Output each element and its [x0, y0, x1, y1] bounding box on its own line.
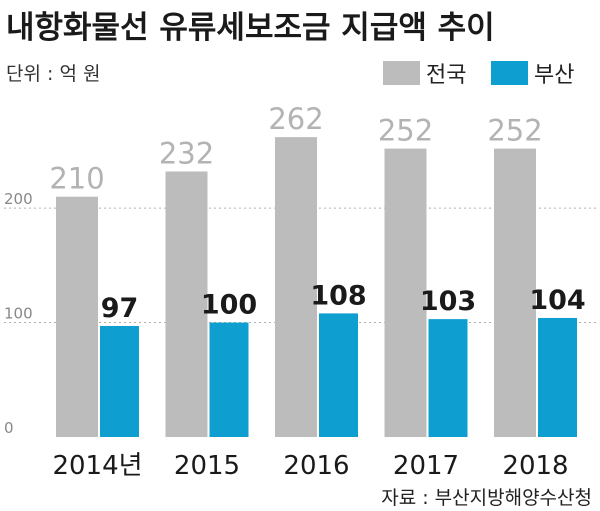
- unit-label: 단위 : 억 원: [6, 63, 100, 85]
- bar-national: [384, 148, 427, 437]
- legend-label-busan: 부산: [534, 63, 574, 88]
- value-label-busan: 103: [420, 286, 476, 317]
- bar-national: [275, 137, 317, 438]
- value-label-national: 252: [487, 114, 542, 148]
- x-tick-label: 2014년: [52, 451, 142, 481]
- value-label-busan: 104: [529, 285, 585, 316]
- bar-busan: [428, 319, 468, 437]
- legend-label-national: 전국: [426, 63, 466, 88]
- value-label-busan: 97: [101, 293, 139, 324]
- y-tick-label: 100: [4, 305, 33, 323]
- bar-national: [494, 148, 536, 437]
- value-labels: 210 97 232 100 262 108 252 103 252 104: [49, 102, 585, 324]
- chart-title: 내항화물선 유류세보조금 지급액 추이: [6, 10, 495, 46]
- bar-national: [165, 171, 208, 437]
- x-tick-label: 2018: [502, 451, 568, 481]
- bars: [56, 137, 577, 438]
- value-label-national: 252: [378, 114, 433, 148]
- legend-swatch-busan: [491, 61, 528, 85]
- bar-busan: [100, 325, 139, 437]
- y-tick-label: 0: [4, 419, 14, 437]
- y-tick-label: 200: [4, 190, 33, 208]
- value-label-national: 210: [49, 162, 104, 196]
- x-tick-label: 2016: [283, 451, 349, 481]
- value-label-busan: 100: [201, 290, 257, 321]
- value-label-national: 232: [159, 136, 214, 170]
- legend: 전국 부산: [383, 61, 574, 88]
- bar-busan: [319, 313, 358, 437]
- value-label-national: 262: [268, 102, 323, 136]
- bar-national: [56, 196, 98, 437]
- bar-busan: [209, 322, 249, 437]
- source-note: 자료 : 부산지방해양수산청: [381, 487, 592, 509]
- bar-busan: [538, 317, 577, 437]
- x-axis-ticks: 2014년 2015 2016 2017 2018: [52, 451, 568, 481]
- x-tick-label: 2017: [393, 451, 459, 481]
- value-label-busan: 108: [310, 280, 366, 311]
- x-tick-label: 2015: [174, 451, 240, 481]
- legend-swatch-national: [383, 61, 420, 85]
